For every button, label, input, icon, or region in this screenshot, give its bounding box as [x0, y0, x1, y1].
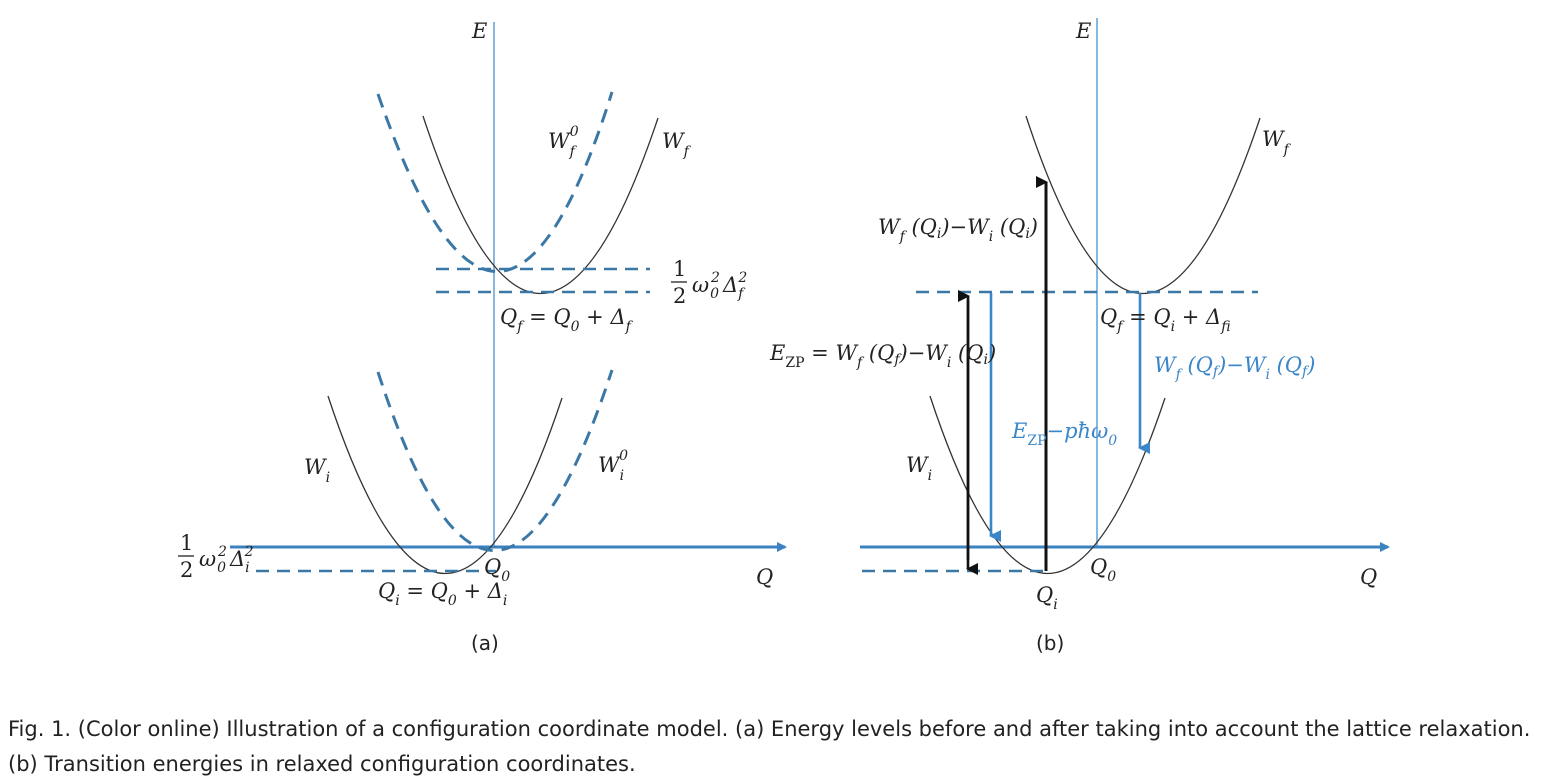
figure-caption: Fig. 1. (Color online) Illustration of a… [8, 712, 1568, 782]
caption-line-1: Fig. 1. (Color online) Illustration of a… [8, 717, 1531, 741]
svg-text:1: 1 [673, 257, 686, 281]
relaxation-label: Wf (Qf)−Wi (Qf) [1154, 353, 1315, 383]
qi-equation-a: Qi = Q0 + Δi [378, 579, 507, 609]
qi-label-b: Qi [1036, 583, 1058, 613]
curve-wi-b [929, 395, 1166, 575]
axis-e-label-a: E [471, 19, 487, 43]
svg-text:2: 2 [180, 558, 193, 582]
emission-label: EZP−pħω0 [1011, 419, 1117, 449]
curve-wi0 [376, 369, 614, 552]
curve-wf [422, 115, 659, 295]
label-wi-a: Wi [304, 455, 330, 486]
label-wf-a: Wf [662, 129, 692, 160]
svg-text:2: 2 [673, 284, 686, 308]
axis-e-label-b: E [1075, 19, 1091, 43]
curve-wf0 [376, 91, 614, 273]
label-wi-b: Wi [906, 453, 932, 484]
panel-b: E Q Wf Wi Wf (Qi)−Wi (Qi) EZP = Wf (Qf)−… [769, 18, 1390, 655]
curve-wf-b [1025, 115, 1261, 295]
gap-f-label: 1 2 ω02 Δf2 [671, 257, 747, 308]
q0-label-a: Q0 [484, 555, 510, 585]
panel-label-b: (b) [1036, 631, 1064, 655]
ezp-equation: EZP = Wf (Qf)−Wi (Qi) [769, 341, 996, 371]
label-wi0: Wi0 [598, 448, 628, 484]
absorption-label: Wf (Qi)−Wi (Qi) [878, 215, 1038, 245]
axis-q-label-b: Q [1360, 565, 1377, 589]
label-wf-b: Wf [1262, 127, 1292, 158]
curve-wi [327, 395, 563, 575]
configuration-coordinate-figure: E Q Wf0 Wf Wi Wi0 1 2 ω02 Δf2 1 2 [178, 18, 1390, 655]
qf-equation-b: Qf = Qi + Δfi [1100, 305, 1231, 335]
panel-a: E Q Wf0 Wf Wi Wi0 1 2 ω02 Δf2 1 2 [178, 19, 787, 655]
gap-i-label: 1 2 ω02 Δi2 [178, 531, 254, 582]
axis-q-label-a: Q [756, 565, 773, 589]
qf-equation-a: Qf = Q0 + Δf [500, 305, 634, 335]
label-wf0: Wf0 [548, 124, 579, 160]
q0-label-b: Q0 [1090, 555, 1116, 585]
panel-label-a: (a) [471, 631, 499, 655]
caption-line-2: (b) Transition energies in relaxed confi… [8, 752, 636, 776]
svg-text:1: 1 [180, 531, 193, 555]
